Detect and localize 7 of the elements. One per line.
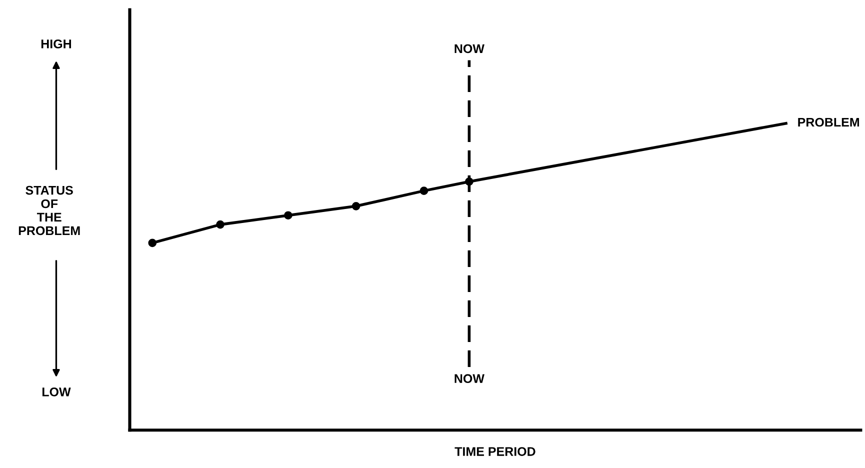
annotation: NOW — [454, 374, 484, 384]
y-axis-title: STATUS OF THE PROBLEM — [18, 186, 80, 236]
text: NOW — [454, 44, 484, 54]
text: HIGH — [41, 40, 72, 48]
text: LOW — [42, 388, 71, 396]
series-label: PROBLEM — [798, 118, 859, 127]
x-axis-title: TIME PERIOD — [454, 447, 536, 456]
